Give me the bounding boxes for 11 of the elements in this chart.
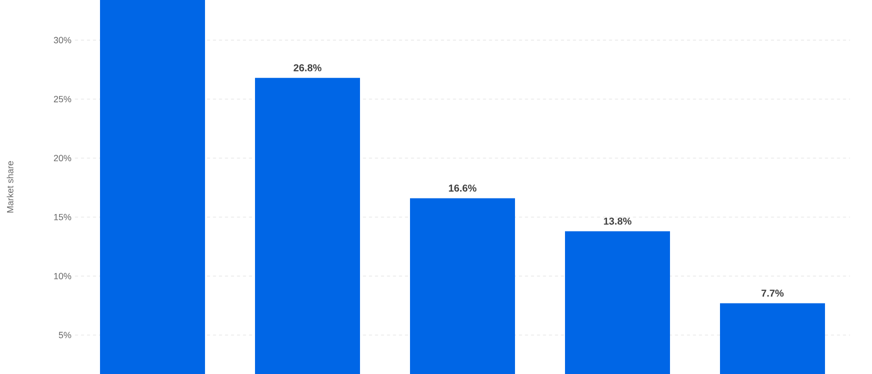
y-axis-title: Market share [6,161,14,213]
data-label: 26.8% [294,64,322,72]
y-tick-label: 15% [54,214,72,220]
data-label: 7.7% [762,290,784,297]
y-tick-label: 5% [58,332,72,338]
y-tick-label: 20% [54,154,72,162]
y-tick-label: 25% [54,96,72,102]
y-tick-label: 30% [54,36,72,44]
data-label: 16.6% [448,184,476,192]
y-tick-label: 10% [54,272,72,280]
data-label: 13.8% [604,218,632,225]
